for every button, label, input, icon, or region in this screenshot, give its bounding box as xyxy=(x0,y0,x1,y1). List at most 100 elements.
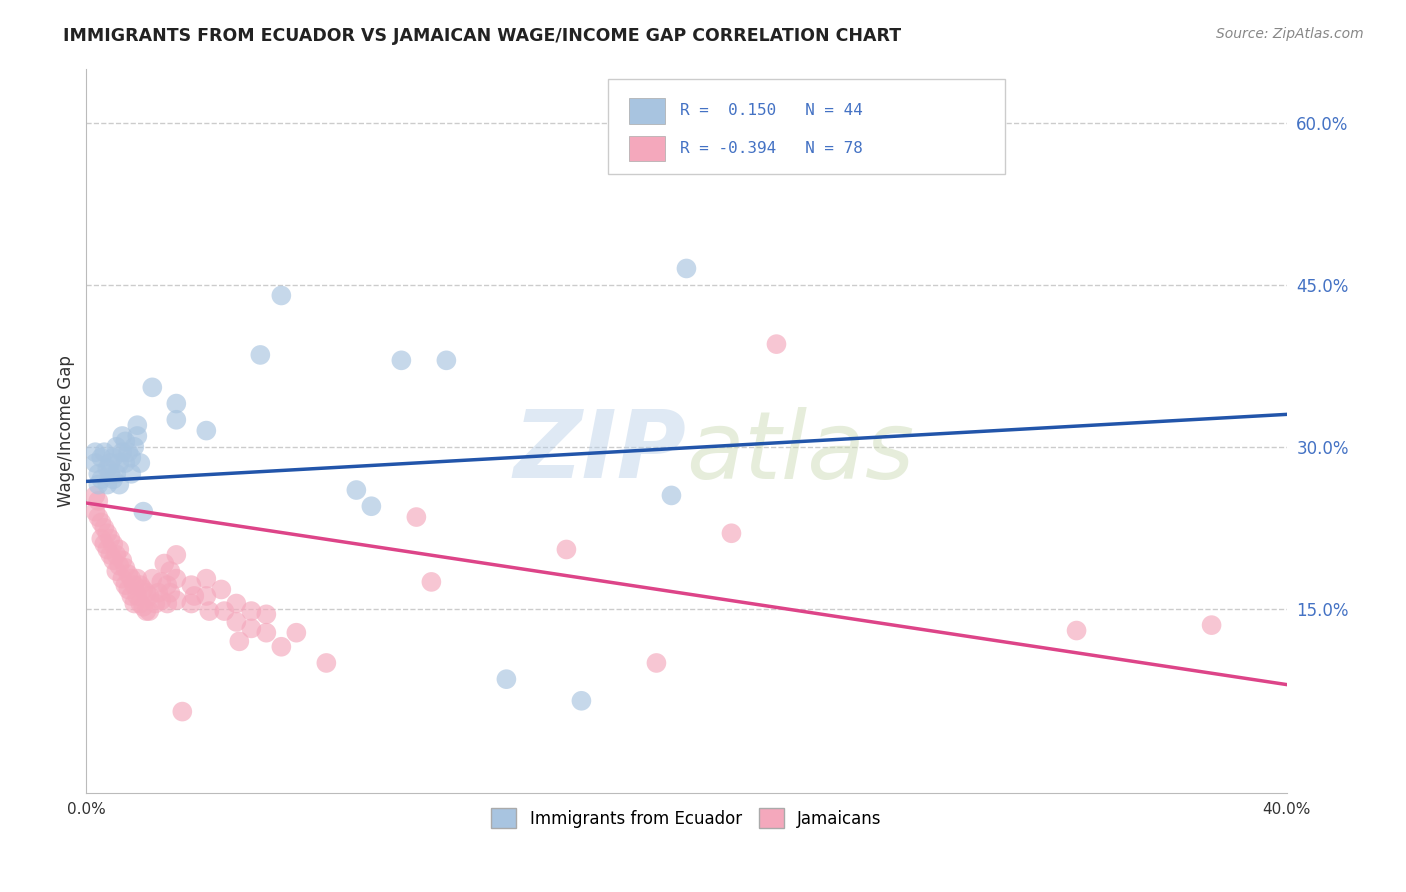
Point xyxy=(159,585,181,599)
Point xyxy=(114,578,136,592)
Point xyxy=(98,467,121,481)
Point xyxy=(285,625,308,640)
Point xyxy=(84,488,107,502)
Point xyxy=(180,578,202,592)
Point xyxy=(138,604,160,618)
Point xyxy=(96,461,118,475)
Point xyxy=(105,564,128,578)
Point xyxy=(270,288,292,302)
Text: IMMIGRANTS FROM ECUADOR VS JAMAICAN WAGE/INCOME GAP CORRELATION CHART: IMMIGRANTS FROM ECUADOR VS JAMAICAN WAGE… xyxy=(63,27,901,45)
Point xyxy=(129,578,152,592)
Point xyxy=(132,582,155,597)
Point xyxy=(571,694,593,708)
Point xyxy=(434,353,457,368)
Text: Source: ZipAtlas.com: Source: ZipAtlas.com xyxy=(1216,27,1364,41)
Point xyxy=(87,467,110,481)
Point xyxy=(720,526,742,541)
Point xyxy=(87,477,110,491)
Point xyxy=(103,553,125,567)
Point xyxy=(129,456,152,470)
Point xyxy=(135,585,157,599)
Point xyxy=(240,604,263,618)
Point xyxy=(135,604,157,618)
Point xyxy=(90,472,112,486)
Point xyxy=(214,604,236,618)
Point xyxy=(84,505,107,519)
Text: R = -0.394   N = 78: R = -0.394 N = 78 xyxy=(681,141,863,156)
Point xyxy=(111,445,134,459)
Point xyxy=(120,450,142,465)
Point xyxy=(96,542,118,557)
Point xyxy=(148,585,170,599)
Point xyxy=(120,589,142,603)
Point xyxy=(105,548,128,562)
Point xyxy=(228,634,250,648)
Text: ZIP: ZIP xyxy=(513,407,686,499)
Point xyxy=(108,542,131,557)
Point xyxy=(87,493,110,508)
Point xyxy=(209,582,232,597)
Point xyxy=(675,261,697,276)
Point xyxy=(103,472,125,486)
Point xyxy=(249,348,271,362)
Point xyxy=(111,553,134,567)
Point xyxy=(254,607,277,622)
Point xyxy=(103,537,125,551)
Point xyxy=(117,567,139,582)
Point xyxy=(87,510,110,524)
Point xyxy=(555,542,578,557)
Point xyxy=(132,505,155,519)
Point xyxy=(225,615,247,629)
Point xyxy=(195,424,218,438)
Point xyxy=(240,621,263,635)
Point xyxy=(117,582,139,597)
Point xyxy=(111,429,134,443)
Point xyxy=(120,572,142,586)
Point xyxy=(96,526,118,541)
Point xyxy=(159,564,181,578)
Text: atlas: atlas xyxy=(686,407,915,498)
Point xyxy=(105,467,128,481)
Y-axis label: Wage/Income Gap: Wage/Income Gap xyxy=(58,355,75,507)
Point xyxy=(108,477,131,491)
Point xyxy=(150,574,173,589)
Point xyxy=(165,593,187,607)
Point xyxy=(127,589,149,603)
Point xyxy=(93,537,115,551)
Bar xyxy=(628,98,665,124)
Point xyxy=(124,578,146,592)
Bar xyxy=(628,136,665,161)
Point xyxy=(165,548,187,562)
Legend: Immigrants from Ecuador, Jamaicans: Immigrants from Ecuador, Jamaicans xyxy=(485,801,889,835)
Point xyxy=(138,589,160,603)
Point xyxy=(117,445,139,459)
Point xyxy=(93,445,115,459)
Point xyxy=(420,574,443,589)
Point xyxy=(165,413,187,427)
Point xyxy=(141,380,163,394)
Point xyxy=(195,572,218,586)
Point xyxy=(180,597,202,611)
Point xyxy=(111,572,134,586)
Point xyxy=(389,353,412,368)
Point xyxy=(270,640,292,654)
Point xyxy=(124,440,146,454)
Point xyxy=(90,516,112,530)
Point xyxy=(120,467,142,481)
Point xyxy=(645,656,668,670)
Point xyxy=(124,597,146,611)
Point xyxy=(105,440,128,454)
Point xyxy=(344,483,367,497)
Point xyxy=(114,561,136,575)
Point xyxy=(153,557,176,571)
Point xyxy=(90,450,112,465)
Point xyxy=(96,477,118,491)
Point xyxy=(254,625,277,640)
Point xyxy=(98,548,121,562)
Point xyxy=(103,450,125,465)
FancyBboxPatch shape xyxy=(609,79,1004,174)
Point xyxy=(225,597,247,611)
Point xyxy=(127,418,149,433)
Point xyxy=(198,604,221,618)
Point xyxy=(165,572,187,586)
